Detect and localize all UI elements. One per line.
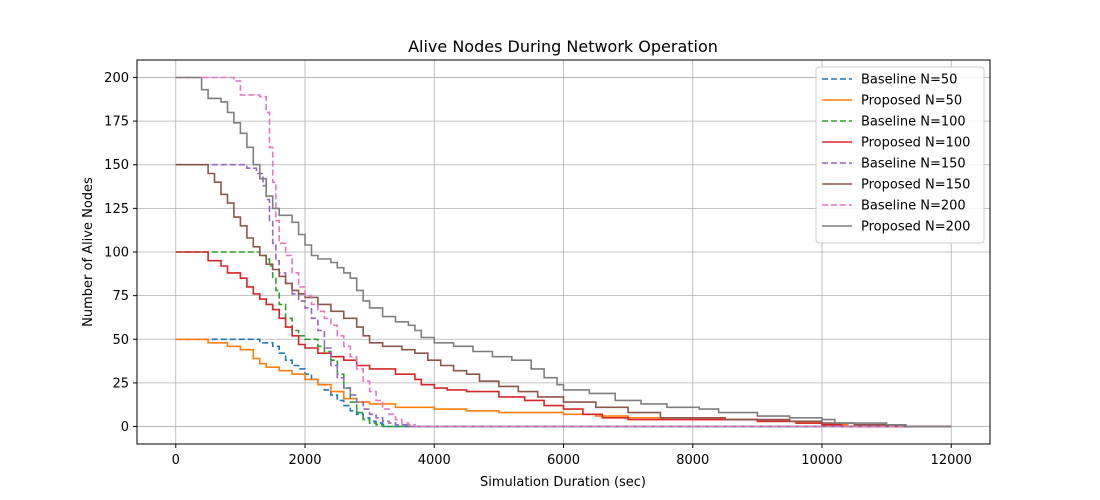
- legend: Baseline N=50 Proposed N=50 Baseline N=100…: [815, 66, 985, 244]
- series-line-5: [175, 163, 952, 428]
- x-tick-label: 2000: [288, 453, 321, 468]
- x-tick-label: 12000: [931, 453, 972, 468]
- legend-box: [815, 66, 985, 244]
- series-line-3: [175, 251, 952, 428]
- legend-label: Baseline N=50: [861, 73, 957, 88]
- x-tick-label: 8000: [676, 453, 709, 468]
- legend-label: Baseline N=100: [861, 115, 966, 130]
- y-tick-label: 100: [104, 246, 129, 261]
- y-tick-label: 0: [121, 420, 129, 435]
- series-lines: [175, 76, 952, 428]
- legend-label: Proposed N=200: [861, 220, 970, 235]
- series-line-7: [175, 76, 952, 428]
- y-tick-label: 125: [104, 202, 129, 217]
- x-tick-label: 0: [172, 453, 180, 468]
- series-line-4: [175, 163, 952, 428]
- x-tick-label: 6000: [547, 453, 580, 468]
- y-tick-label: 150: [104, 158, 129, 173]
- y-tick-label: 25: [112, 376, 129, 391]
- legend-label: Baseline N=200: [861, 199, 966, 214]
- series-line-2: [175, 251, 952, 428]
- y-tick-label: 50: [112, 333, 129, 348]
- chart-title: Alive Nodes During Network Operation: [408, 37, 718, 56]
- y-axis-ticks: 0 25 50 75 100 125 150 175 200: [104, 71, 137, 435]
- x-tick-label: 4000: [418, 453, 451, 468]
- y-axis-label: Number of Alive Nodes: [81, 177, 96, 327]
- y-tick-label: 75: [112, 289, 129, 304]
- legend-label: Proposed N=150: [861, 178, 970, 193]
- x-axis-label: Simulation Duration (sec): [480, 475, 646, 490]
- x-axis-ticks: 0 2000 4000 6000 8000 10000 12000: [172, 444, 972, 468]
- y-tick-label: 175: [104, 115, 129, 130]
- y-tick-label: 200: [104, 71, 129, 86]
- legend-label: Proposed N=50: [861, 94, 962, 109]
- x-tick-label: 10000: [801, 453, 842, 468]
- series-line-6: [175, 76, 952, 428]
- legend-label: Baseline N=150: [861, 157, 966, 172]
- legend-label: Proposed N=100: [861, 136, 970, 151]
